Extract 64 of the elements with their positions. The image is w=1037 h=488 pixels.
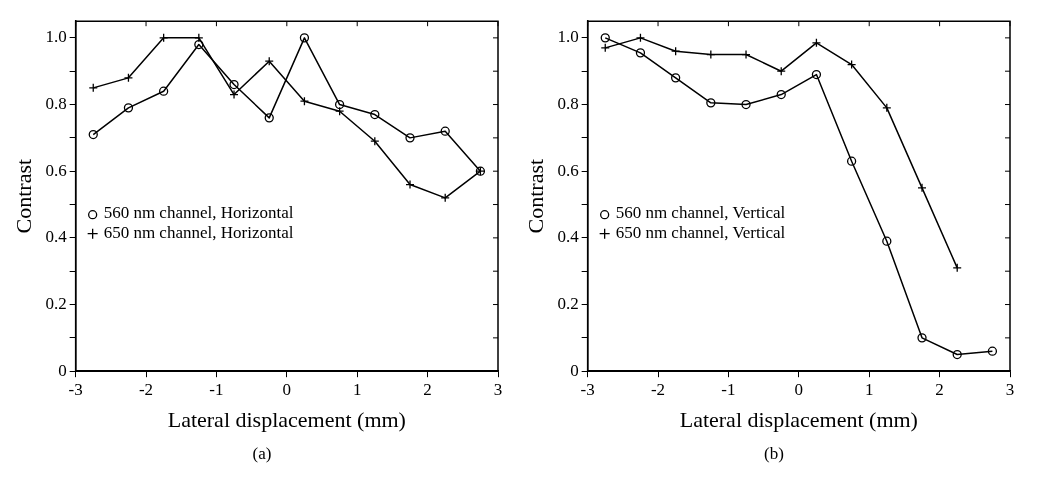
legend-label: 650 nm channel, Vertical bbox=[615, 223, 786, 243]
point bbox=[706, 98, 716, 108]
point bbox=[229, 79, 239, 90]
point bbox=[88, 129, 98, 140]
point bbox=[882, 236, 892, 246]
legend-label: 650 nm channel, Horizontal bbox=[103, 223, 294, 243]
point bbox=[635, 33, 646, 43]
x-tick-label: 3 bbox=[493, 379, 503, 399]
x-tick-label: 0 bbox=[794, 379, 804, 399]
point bbox=[635, 48, 646, 58]
point bbox=[811, 38, 822, 48]
x-tick-label: -2 bbox=[650, 379, 666, 399]
point bbox=[194, 39, 204, 50]
y-tick-label: 0.4 bbox=[557, 227, 580, 247]
y-tick-label: 0.2 bbox=[557, 294, 579, 313]
text: (a) bbox=[251, 444, 273, 464]
y-tick-label: 0 bbox=[570, 360, 579, 380]
x-tick-label: 2 bbox=[423, 379, 432, 399]
y-axis-title: Contrast bbox=[10, 158, 36, 234]
point bbox=[917, 333, 927, 343]
x-axis-title: Lateral displacement (mm) bbox=[167, 406, 406, 432]
y-axis-title: Contrast bbox=[522, 158, 548, 234]
point bbox=[334, 99, 345, 110]
x-tick-label: -2 bbox=[138, 379, 154, 399]
y-tick-label: 0.8 bbox=[45, 94, 67, 113]
point bbox=[741, 99, 751, 110]
y-tick-label: 0 bbox=[58, 360, 67, 380]
legend-label: 560 nm channel, Vertical bbox=[615, 203, 786, 223]
point bbox=[88, 83, 98, 93]
y-tick-label: 0.6 bbox=[557, 160, 579, 180]
x-tick-label: -3 bbox=[580, 379, 595, 399]
x-axis-title: Lateral displacement (mm) bbox=[679, 406, 918, 432]
x-tick-label: -1 bbox=[721, 379, 736, 399]
x-tick-label: -3 bbox=[68, 379, 83, 399]
point bbox=[264, 113, 274, 123]
point bbox=[440, 126, 450, 136]
y-tick-label: 0.2 bbox=[45, 294, 67, 313]
y-tick-label: 1.0 bbox=[557, 27, 579, 47]
point bbox=[952, 349, 962, 360]
point bbox=[158, 86, 169, 96]
point bbox=[846, 156, 857, 166]
x-tick-label: -1 bbox=[209, 379, 224, 399]
point bbox=[370, 109, 380, 120]
point bbox=[299, 33, 310, 43]
legend-label: 560 nm channel, Horizontal bbox=[103, 203, 294, 223]
point bbox=[670, 73, 681, 83]
point bbox=[987, 346, 998, 356]
point bbox=[405, 133, 415, 143]
y-tick-label: 0.8 bbox=[557, 94, 579, 113]
point bbox=[600, 43, 610, 53]
y-tick-label: 1.0 bbox=[45, 27, 67, 47]
point bbox=[811, 69, 822, 80]
y-tick-label: 0.4 bbox=[45, 227, 68, 247]
x-tick-label: 1 bbox=[864, 379, 874, 399]
x-tick-label: 2 bbox=[935, 379, 944, 399]
x-tick-label: 3 bbox=[1005, 379, 1015, 399]
point bbox=[776, 89, 786, 100]
point bbox=[123, 73, 134, 83]
point bbox=[600, 33, 610, 43]
x-tick-label: 1 bbox=[352, 379, 362, 399]
point bbox=[123, 103, 134, 113]
x-tick-label: 0 bbox=[282, 379, 292, 399]
y-tick-label: 0.6 bbox=[45, 160, 67, 180]
text: (b) bbox=[763, 444, 785, 464]
